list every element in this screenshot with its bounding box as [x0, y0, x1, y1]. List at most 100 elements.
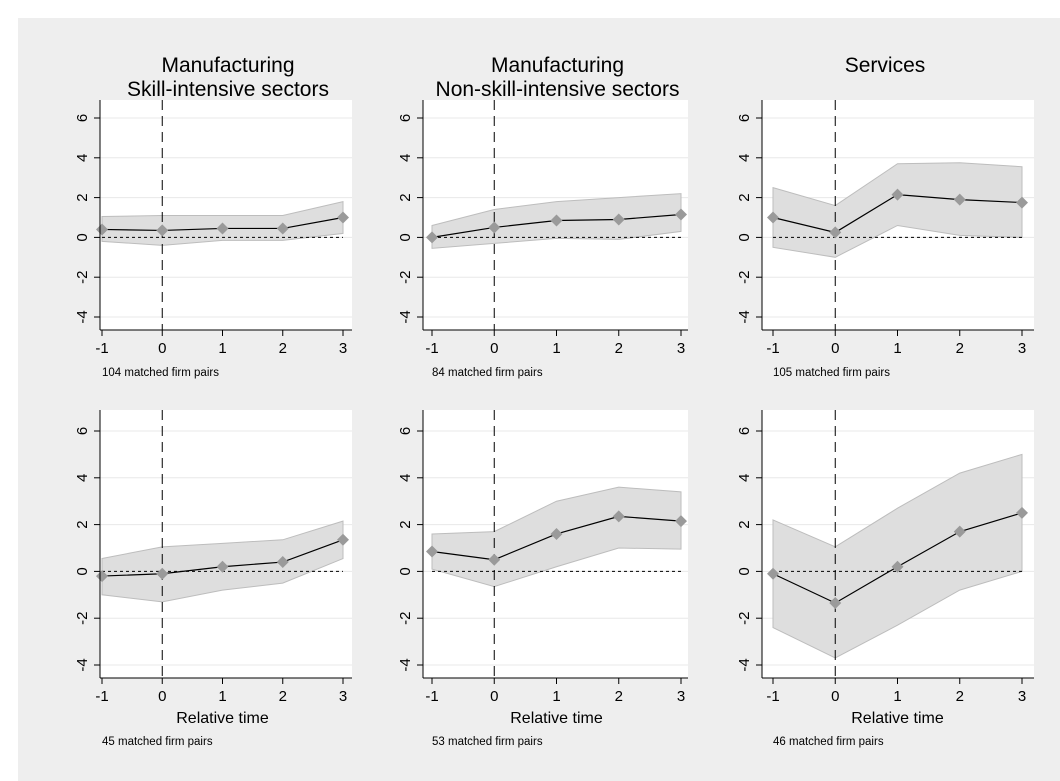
panel-row1-col1: -4 -2 0 2 4 6 -1 0 1 2 3 104 matched firm pairs — [74, 100, 352, 379]
data-point — [96, 570, 108, 583]
y-tick-label: 2 — [397, 193, 414, 201]
data-point — [426, 231, 438, 244]
y-tick-label: -4 — [736, 310, 753, 323]
data-point — [156, 567, 169, 580]
y-tick-label: 6 — [74, 427, 91, 435]
x-tick-label: 2 — [615, 340, 623, 357]
x-tick-label: 3 — [1018, 340, 1026, 357]
x-tick-label: 0 — [158, 688, 166, 705]
y-tick-label: -2 — [397, 612, 414, 625]
data-point — [675, 208, 687, 221]
y-tick-label: 6 — [736, 427, 753, 435]
x-tick-label: 2 — [279, 340, 287, 357]
x-axis-title: Relative time — [851, 710, 944, 727]
data-point — [953, 525, 966, 538]
y-tick-label: -4 — [74, 310, 91, 323]
data-point — [891, 560, 904, 573]
column-title-line: Manufacturing — [161, 54, 295, 77]
column-title-services: Services — [770, 54, 1000, 78]
panel-row1-col3: -4 -2 0 2 4 6 -1 0 1 2 3 105 matched firm pairs — [736, 100, 1034, 379]
x-tick-label: 2 — [956, 340, 964, 357]
chart-panels: -4 -2 0 2 4 6 -1 0 1 2 3 104 matched firm pairs -4 -2… — [74, 100, 1034, 748]
x-tick-label: 1 — [218, 340, 226, 357]
x-tick-label: 3 — [1018, 688, 1026, 705]
y-tick-label: -4 — [397, 658, 414, 671]
x-axis-title: Relative time — [176, 710, 269, 727]
x-tick-label: -1 — [95, 688, 108, 705]
y-tick-label: 2 — [74, 193, 91, 201]
data-point — [488, 221, 501, 234]
panel-note: 104 matched firm pairs — [102, 367, 219, 379]
x-tick-label: -1 — [425, 340, 438, 357]
data-point — [216, 222, 229, 235]
x-tick-label: -1 — [766, 340, 779, 357]
panel-row1-col2: -4 -2 0 2 4 6 -1 0 1 2 3 84 matched firm pairs — [397, 100, 688, 379]
y-tick-label: 4 — [74, 474, 91, 482]
x-tick-label: 2 — [956, 688, 964, 705]
data-point — [891, 188, 904, 201]
y-tick-label: 0 — [74, 567, 91, 575]
data-point — [550, 214, 563, 227]
panel-row2-col3: -4 -2 0 2 4 6 -1 0 1 2 3 Relative time 46 matched fi… — [736, 410, 1034, 748]
data-point — [829, 226, 842, 239]
y-tick-label: 6 — [736, 114, 753, 122]
y-tick-label: -2 — [397, 271, 414, 284]
y-tick-label: 0 — [736, 233, 753, 241]
x-tick-label: 0 — [490, 688, 498, 705]
y-tick-label: -4 — [397, 310, 414, 323]
x-tick-label: 1 — [552, 688, 560, 705]
x-tick-label: 0 — [831, 688, 839, 705]
x-tick-label: -1 — [95, 340, 108, 357]
data-point — [829, 596, 842, 609]
y-tick-label: 4 — [736, 154, 753, 162]
x-tick-label: 1 — [893, 340, 901, 357]
x-tick-label: 3 — [677, 340, 685, 357]
y-tick-label: -4 — [74, 658, 91, 671]
panel-note: 53 matched firm pairs — [432, 736, 543, 748]
data-point — [276, 556, 289, 569]
y-tick-label: -2 — [74, 612, 91, 625]
panel-note: 105 matched firm pairs — [773, 367, 890, 379]
x-tick-label: 0 — [158, 340, 166, 357]
y-tick-label: 6 — [74, 114, 91, 122]
data-point — [1016, 506, 1028, 519]
x-tick-label: -1 — [425, 688, 438, 705]
y-tick-label: 6 — [397, 114, 414, 122]
x-tick-label: 1 — [893, 688, 901, 705]
y-tick-label: 4 — [397, 474, 414, 482]
data-point — [337, 211, 349, 224]
column-title-line: Skill-intensive sectors — [127, 78, 329, 101]
x-axis-title: Relative time — [510, 710, 603, 727]
y-tick-label: 4 — [74, 154, 91, 162]
x-tick-label: 3 — [677, 688, 685, 705]
data-point — [767, 567, 779, 580]
data-point — [612, 213, 625, 226]
y-tick-label: 0 — [736, 567, 753, 575]
column-title-manufacturing-nonskill: Manufacturing Non-skill-intensive sector… — [400, 54, 715, 102]
data-point — [96, 223, 108, 236]
x-tick-label: 2 — [615, 688, 623, 705]
data-point — [337, 533, 349, 546]
data-point — [426, 545, 438, 558]
y-tick-label: -2 — [74, 271, 91, 284]
x-tick-label: 1 — [552, 340, 560, 357]
data-point — [216, 560, 229, 573]
panel-note: 84 matched firm pairs — [432, 367, 543, 379]
x-tick-label: 3 — [339, 340, 347, 357]
y-tick-label: 0 — [74, 233, 91, 241]
column-title-manufacturing-skill: Manufacturing Skill-intensive sectors — [98, 54, 358, 102]
y-tick-label: -2 — [736, 271, 753, 284]
column-title-line: Manufacturing — [490, 54, 625, 77]
y-tick-label: 0 — [397, 233, 414, 241]
panel-note: 45 matched firm pairs — [102, 736, 213, 748]
data-point — [488, 553, 501, 566]
data-point — [276, 222, 289, 235]
data-point — [612, 510, 625, 523]
data-point — [953, 193, 966, 206]
panel-row2-col2: -4 -2 0 2 4 6 -1 0 1 2 3 Relative time 53 matched fi… — [397, 410, 688, 748]
column-title-line: Non-skill-intensive sectors — [435, 78, 680, 101]
x-tick-label: -1 — [766, 688, 779, 705]
x-tick-label: 0 — [490, 340, 498, 357]
y-tick-label: 4 — [736, 474, 753, 482]
